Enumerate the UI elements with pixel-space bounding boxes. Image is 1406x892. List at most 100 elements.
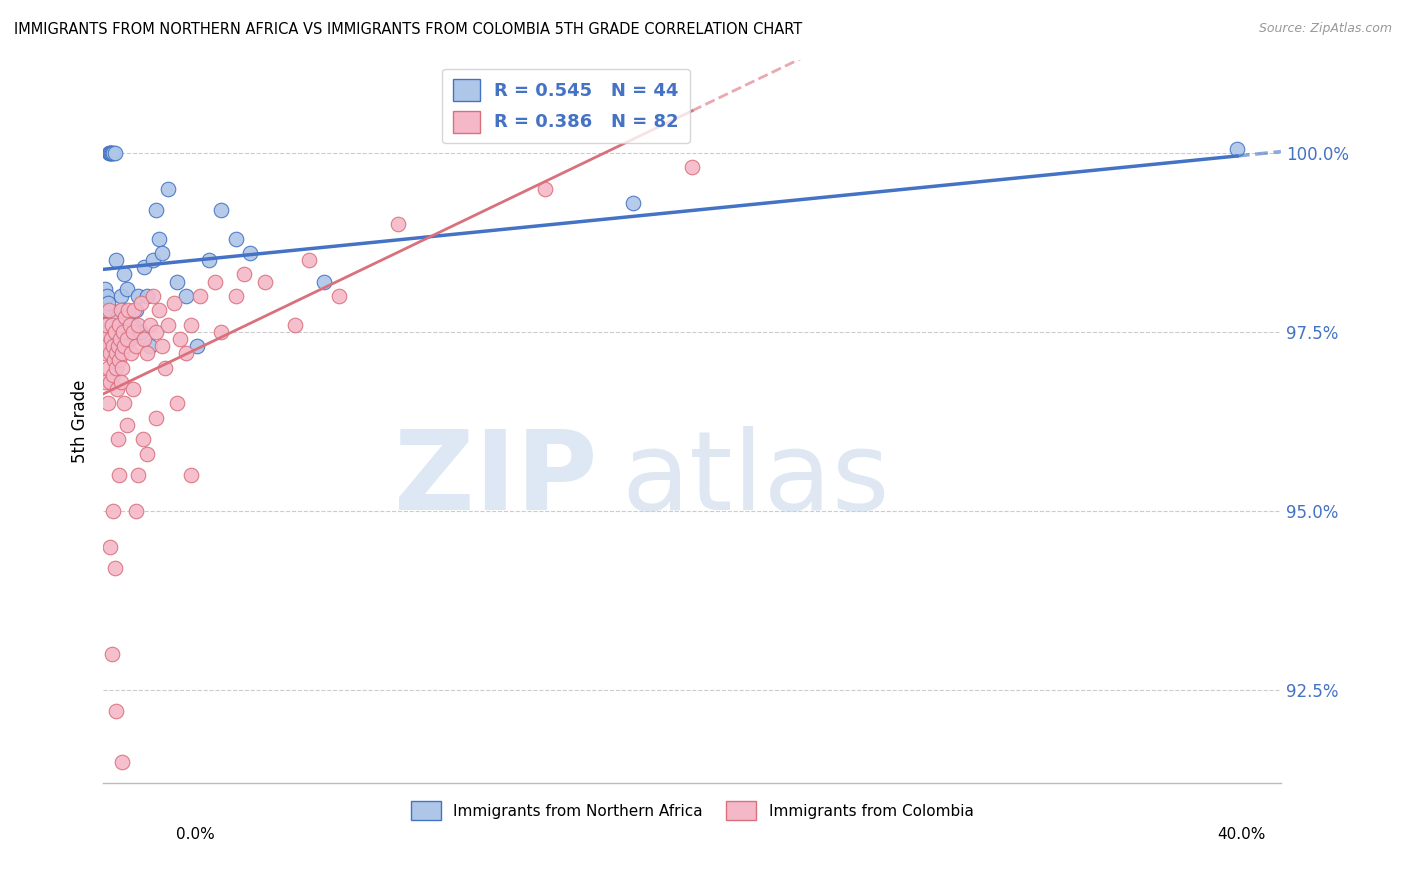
Point (142, 289, 165, 303)
Point (121, 325, 143, 339)
Point (107, 310, 129, 325)
Point (145, 410, 167, 425)
Point (105, 382, 128, 396)
Point (115, 332, 138, 346)
Point (101, 647, 124, 661)
Point (94, 318, 117, 332)
Point (111, 346, 134, 360)
Point (108, 353, 131, 368)
Point (239, 246, 262, 260)
Point (94, 282, 117, 296)
Point (298, 253, 321, 268)
Point (96, 396, 118, 410)
Point (145, 202, 167, 217)
Point (98, 303, 121, 318)
Point (96, 289, 118, 303)
Point (254, 275, 277, 289)
Point (124, 504, 146, 518)
Point (108, 332, 131, 346)
Point (94, 346, 117, 360)
Point (174, 346, 197, 360)
Text: Source: ZipAtlas.com: Source: ZipAtlas.com (1258, 22, 1392, 36)
Point (131, 296, 153, 310)
Point (180, 318, 202, 332)
Point (387, 218, 409, 232)
Point (1226, 142, 1249, 156)
Point (136, 446, 159, 460)
Point (101, 145, 124, 160)
Point (139, 318, 162, 332)
Point (103, 353, 125, 368)
Point (142, 253, 165, 268)
Point (111, 303, 134, 318)
Point (209, 325, 232, 339)
Point (93, 303, 115, 318)
Point (100, 375, 122, 389)
Point (134, 260, 156, 275)
Point (136, 289, 159, 303)
Point (328, 289, 350, 303)
Point (118, 318, 141, 332)
Point (115, 282, 138, 296)
Point (148, 232, 170, 246)
Point (104, 325, 127, 339)
Point (121, 318, 143, 332)
Point (108, 332, 131, 346)
Point (110, 289, 132, 303)
Point (283, 318, 305, 332)
Point (98, 145, 121, 160)
Point (124, 339, 146, 353)
Point (110, 303, 132, 318)
Point (153, 360, 176, 375)
Point (139, 339, 162, 353)
Y-axis label: 5th Grade: 5th Grade (72, 380, 89, 463)
Point (94, 318, 117, 332)
Point (166, 275, 188, 289)
Point (105, 346, 128, 360)
Point (104, 561, 127, 575)
Text: ZIP: ZIP (395, 425, 598, 533)
Point (120, 346, 142, 360)
Text: atlas: atlas (621, 425, 890, 533)
Point (114, 310, 136, 325)
Point (101, 339, 124, 353)
Point (150, 339, 173, 353)
Point (204, 275, 226, 289)
Point (145, 325, 167, 339)
Point (681, 160, 703, 174)
Text: 40.0%: 40.0% (1218, 827, 1265, 841)
Point (104, 145, 127, 160)
Point (198, 253, 221, 268)
Point (98, 346, 121, 360)
Point (225, 232, 247, 246)
Point (233, 268, 256, 282)
Point (225, 289, 247, 303)
Text: IMMIGRANTS FROM NORTHERN AFRICA VS IMMIGRANTS FROM COLOMBIA 5TH GRADE CORRELATIO: IMMIGRANTS FROM NORTHERN AFRICA VS IMMIG… (14, 22, 803, 37)
Point (174, 289, 197, 303)
Point (163, 296, 186, 310)
Point (148, 303, 170, 318)
Point (100, 540, 122, 554)
Point (101, 318, 124, 332)
Point (98, 145, 121, 160)
Point (97, 296, 120, 310)
Point (127, 289, 149, 303)
Point (127, 468, 149, 483)
Point (107, 318, 129, 332)
Point (621, 195, 644, 210)
Point (132, 432, 155, 446)
Point (108, 468, 131, 483)
Point (96, 325, 118, 339)
Point (112, 396, 135, 410)
Point (97, 360, 120, 375)
Point (110, 375, 132, 389)
Point (156, 181, 179, 195)
Point (112, 268, 135, 282)
Point (105, 705, 128, 719)
Point (103, 368, 125, 382)
Point (100, 145, 122, 160)
Point (105, 253, 128, 268)
Point (103, 504, 125, 518)
Point (124, 303, 146, 318)
Point (134, 332, 156, 346)
